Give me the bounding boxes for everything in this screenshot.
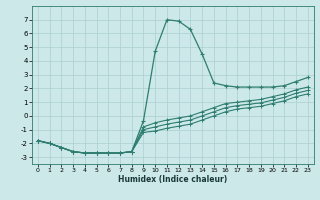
X-axis label: Humidex (Indice chaleur): Humidex (Indice chaleur) [118,175,228,184]
